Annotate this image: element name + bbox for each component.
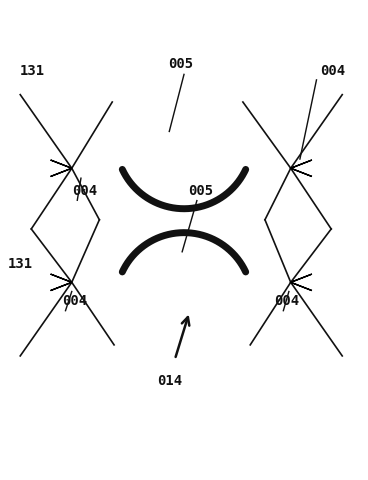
Text: 004: 004 bbox=[274, 294, 299, 308]
Text: 131: 131 bbox=[20, 64, 45, 78]
Text: 005: 005 bbox=[168, 57, 193, 71]
Text: 004: 004 bbox=[63, 294, 88, 308]
Text: 014: 014 bbox=[157, 374, 182, 388]
Polygon shape bbox=[50, 160, 72, 168]
Polygon shape bbox=[291, 274, 312, 282]
Text: 004: 004 bbox=[320, 64, 345, 78]
Polygon shape bbox=[50, 274, 72, 282]
Text: 005: 005 bbox=[188, 184, 213, 198]
Polygon shape bbox=[291, 282, 312, 290]
Polygon shape bbox=[291, 160, 312, 168]
Text: 004: 004 bbox=[72, 184, 97, 198]
Polygon shape bbox=[50, 168, 72, 177]
Text: 131: 131 bbox=[7, 257, 32, 271]
Polygon shape bbox=[50, 282, 72, 290]
Polygon shape bbox=[291, 168, 312, 177]
